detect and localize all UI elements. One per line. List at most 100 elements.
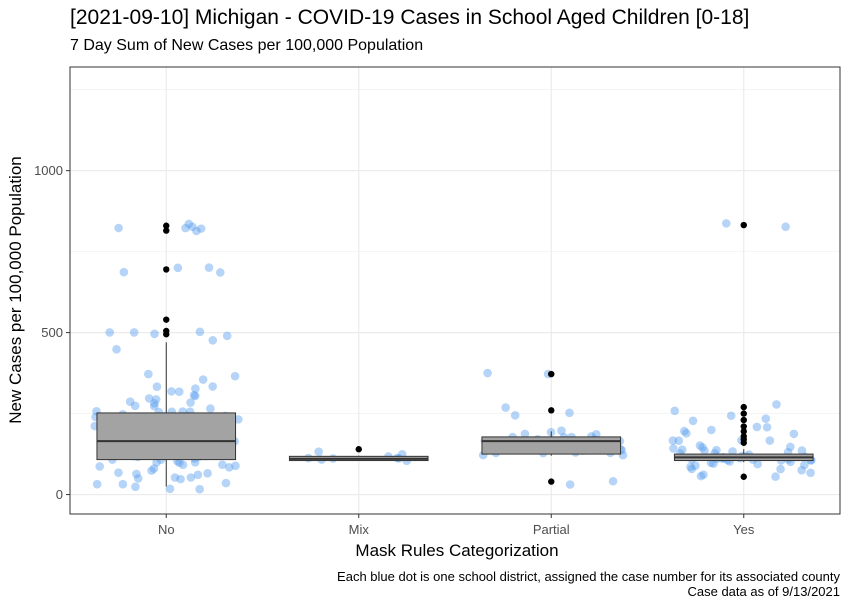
data-point — [231, 461, 240, 471]
data-point — [152, 458, 161, 467]
y-tick-label: 1000 — [34, 163, 63, 178]
data-point — [772, 400, 781, 409]
data-point — [483, 368, 492, 378]
data-point — [125, 397, 135, 406]
chart-title: [2021-09-10] Michigan - COVID-19 Cases i… — [70, 6, 750, 29]
data-point — [712, 445, 721, 455]
data-point — [178, 460, 188, 470]
data-point — [761, 414, 771, 423]
data-point — [184, 219, 194, 229]
data-point — [565, 480, 575, 489]
data-point — [674, 436, 684, 446]
data-point — [131, 482, 140, 492]
data-point — [686, 462, 695, 472]
outlier-point — [163, 227, 170, 234]
data-point — [765, 436, 775, 445]
data-point — [170, 473, 180, 482]
x-tick-label-yes: Yes — [733, 522, 755, 537]
box-partial — [481, 436, 622, 455]
data-point — [776, 464, 785, 474]
data-point — [680, 426, 689, 436]
data-point — [193, 470, 203, 480]
data-point — [771, 472, 780, 481]
outlier-point — [740, 416, 747, 424]
x-tick-label-mix: Mix — [349, 522, 370, 537]
data-point — [95, 462, 104, 471]
data-point — [105, 328, 114, 337]
data-point — [198, 375, 208, 384]
data-point — [762, 422, 772, 432]
data-point — [119, 267, 129, 277]
data-point — [189, 390, 199, 400]
data-point — [721, 219, 731, 228]
data-point — [152, 382, 162, 391]
data-point — [130, 401, 140, 411]
data-point — [174, 387, 184, 397]
data-point — [191, 384, 200, 393]
y-tick-label: 500 — [41, 325, 63, 340]
data-point — [230, 371, 240, 381]
axis-layer: 0 500 1000 No Mix Partial Yes — [34, 163, 755, 537]
outlier-point — [548, 478, 555, 485]
chart-caption: Each blue dot is one school district, as… — [337, 569, 840, 599]
outlier-point — [740, 473, 747, 480]
data-point — [92, 479, 102, 489]
box-layer — [96, 342, 814, 487]
outlier-point — [740, 428, 747, 435]
data-point — [112, 345, 121, 354]
data-point — [699, 470, 708, 480]
data-point — [208, 336, 218, 345]
caption-line-2: Case data as of 9/13/2021 — [687, 584, 840, 599]
data-point — [781, 222, 790, 232]
data-point — [668, 436, 678, 445]
data-point — [221, 478, 231, 488]
outlier-point — [163, 327, 170, 335]
data-point — [181, 223, 190, 233]
data-point — [797, 446, 807, 455]
data-point — [165, 484, 175, 494]
data-point — [700, 446, 709, 456]
data-point — [176, 474, 185, 484]
outlier-point — [163, 222, 170, 229]
box-no — [96, 412, 237, 461]
outlier-point — [355, 446, 362, 453]
data-point — [789, 429, 799, 439]
data-point — [670, 406, 680, 416]
x-tick-label-no: No — [158, 522, 175, 537]
data-point — [565, 408, 574, 418]
outlier-point — [740, 423, 747, 430]
data-point — [118, 479, 128, 489]
outlier-point — [740, 403, 747, 411]
data-point — [218, 460, 227, 469]
data-point — [167, 387, 176, 396]
data-point — [203, 469, 212, 478]
data-point — [195, 327, 205, 337]
data-point — [114, 468, 123, 477]
y-tick-label: 0 — [56, 487, 63, 502]
data-point — [114, 223, 123, 233]
data-point — [557, 426, 566, 436]
data-point — [687, 464, 697, 474]
data-point — [698, 443, 707, 452]
data-point — [191, 391, 200, 401]
data-point — [186, 473, 196, 482]
data-point — [150, 329, 159, 339]
data-point — [224, 463, 234, 472]
data-point — [132, 469, 141, 479]
data-point — [806, 468, 815, 478]
y-axis-label: New Cases per 100,000 Population — [6, 156, 25, 424]
outlier-point — [740, 433, 747, 440]
data-point — [797, 465, 806, 475]
data-point — [196, 224, 206, 233]
data-point — [215, 268, 225, 277]
data-point — [190, 457, 200, 467]
data-point — [520, 429, 530, 439]
data-point — [501, 403, 510, 412]
data-point — [726, 411, 736, 421]
data-point — [147, 466, 156, 475]
data-point — [144, 369, 153, 379]
outlier-point — [740, 410, 747, 417]
data-point — [707, 425, 716, 435]
data-point — [234, 415, 243, 424]
